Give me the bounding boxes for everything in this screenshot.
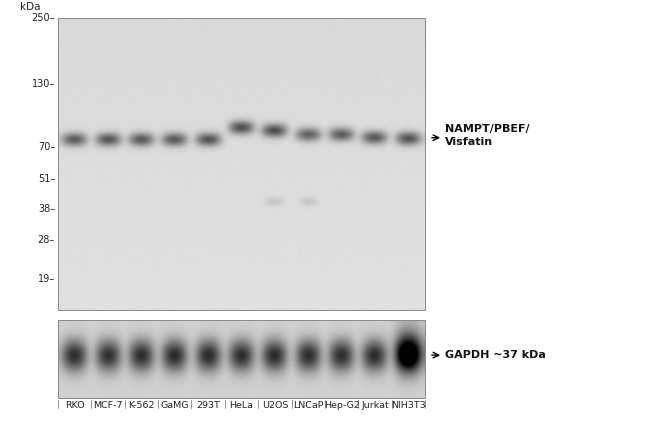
Text: 19–: 19– [38, 274, 55, 284]
Text: 70–: 70– [38, 142, 55, 152]
Text: GaMG: GaMG [161, 401, 189, 410]
Bar [58, 320, 425, 398]
Text: Jurkat: Jurkat [361, 401, 389, 410]
Text: NIH3T3: NIH3T3 [391, 401, 426, 410]
Text: 250–: 250– [31, 13, 55, 23]
Text: K-562: K-562 [128, 401, 155, 410]
Text: NAMPT/PBEF/
Visfatin: NAMPT/PBEF/ Visfatin [445, 124, 530, 147]
Text: 38–: 38– [38, 204, 55, 214]
Text: GAPDH ~37 kDa: GAPDH ~37 kDa [445, 350, 546, 360]
Text: LNCaP: LNCaP [293, 401, 324, 410]
Text: RKO: RKO [65, 401, 84, 410]
Text: 51–: 51– [38, 174, 55, 184]
Text: MCF-7: MCF-7 [94, 401, 123, 410]
Bar [58, 18, 425, 310]
Text: HeLa: HeLa [229, 401, 254, 410]
Text: Hep-G2: Hep-G2 [324, 401, 359, 410]
Text: U2OS: U2OS [262, 401, 288, 410]
Text: 28–: 28– [38, 235, 55, 245]
Text: 130–: 130– [32, 79, 55, 89]
Text: 293T: 293T [196, 401, 220, 410]
Text: kDa: kDa [20, 2, 40, 12]
